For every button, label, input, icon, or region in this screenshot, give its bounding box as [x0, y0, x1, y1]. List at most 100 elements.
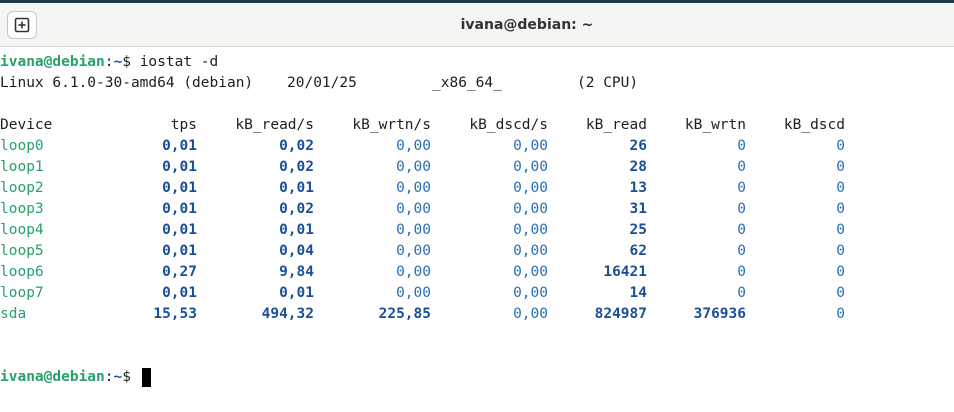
- kb-read-value: 28: [629, 159, 647, 175]
- table-row: loop0 0,01 0,02 0,00 0,00 26 0 0: [0, 136, 954, 157]
- header-kb-dscd-s: kB_dscd/s: [469, 117, 548, 133]
- kb-wrtn-value: 0: [737, 159, 746, 175]
- tps-value: 0,01: [162, 180, 197, 196]
- tps-value: 0,01: [162, 243, 197, 259]
- table-header: Device tps kB_read/s kB_wrtn/s kB_dscd/s…: [0, 115, 954, 136]
- header-kb-dscd: kB_dscd: [783, 117, 845, 133]
- device-name: loop2: [0, 180, 44, 196]
- kb-dscd-value: 0: [836, 180, 845, 196]
- kb-dscd-s-value: 0,00: [513, 180, 548, 196]
- kb-dscd-value: 0: [836, 306, 845, 322]
- header-device: Device: [0, 117, 53, 133]
- kb-read-s-value: 0,01: [279, 222, 314, 238]
- terminal-output[interactable]: ivana@debian:~$ iostat -d Linux 6.1.0-30…: [0, 52, 954, 412]
- kb-read-s-value: 494,32: [261, 306, 314, 322]
- kb-read-value: 25: [629, 222, 647, 238]
- header-kb-wrtn: kB_wrtn: [684, 117, 746, 133]
- kb-read-s-value: 0,02: [279, 138, 314, 154]
- kb-wrtn-s-value: 0,00: [396, 243, 431, 259]
- header-kb-wrtn-s: kB_wrtn/s: [352, 117, 431, 133]
- device-name: loop7: [0, 285, 44, 301]
- device-name: loop5: [0, 243, 44, 259]
- device-name: loop6: [0, 264, 44, 280]
- prompt-user: ivana@debian: [0, 54, 105, 70]
- tps-value: 15,53: [153, 306, 197, 322]
- kb-wrtn-value: 0: [737, 222, 746, 238]
- window-title: ivana@debian: ~: [460, 17, 594, 33]
- kb-dscd-s-value: 0,00: [513, 159, 548, 175]
- date-info: 20/01/25: [287, 75, 357, 91]
- prompt-line[interactable]: ivana@debian:~$: [0, 367, 151, 388]
- plus-square-icon: [14, 17, 30, 33]
- arch-info: _x86_64_: [432, 75, 502, 91]
- kb-read-s-value: 0,01: [279, 180, 314, 196]
- kb-wrtn-value: 0: [737, 180, 746, 196]
- kb-dscd-value: 0: [836, 222, 845, 238]
- header-kb-read-s: kB_read/s: [235, 117, 314, 133]
- table-row: loop3 0,01 0,02 0,00 0,00 31 0 0: [0, 199, 954, 220]
- kb-wrtn-value: 0: [737, 285, 746, 301]
- kb-wrtn-value: 0: [737, 138, 746, 154]
- tps-value: 0,01: [162, 285, 197, 301]
- kb-wrtn-s-value: 0,00: [396, 264, 431, 280]
- kb-dscd-s-value: 0,00: [513, 264, 548, 280]
- kb-dscd-s-value: 0,00: [513, 138, 548, 154]
- kb-dscd-s-value: 0,00: [513, 222, 548, 238]
- tps-value: 0,01: [162, 201, 197, 217]
- kb-wrtn-value: 0: [737, 264, 746, 280]
- device-name: sda: [0, 306, 27, 322]
- prompt-separator: :: [104, 54, 114, 70]
- prompt-symbol: $: [122, 54, 131, 70]
- kb-read-value: 13: [629, 180, 647, 196]
- text-cursor: [141, 367, 151, 387]
- kb-dscd-value: 0: [836, 159, 845, 175]
- kb-wrtn-value: 0: [737, 243, 746, 259]
- kb-read-value: 62: [629, 243, 647, 259]
- kb-dscd-s-value: 0,00: [513, 243, 548, 259]
- table-row: loop5 0,01 0,04 0,00 0,00 62 0 0: [0, 241, 954, 262]
- table-row: loop2 0,01 0,01 0,00 0,00 13 0 0: [0, 178, 954, 199]
- kb-dscd-value: 0: [836, 264, 845, 280]
- title-bar: ivana@debian: ~: [0, 3, 954, 47]
- tps-value: 0,01: [162, 159, 197, 175]
- tps-value: 0,01: [162, 222, 197, 238]
- kernel-info: Linux 6.1.0-30-amd64 (debian): [0, 75, 254, 91]
- system-info-line: Linux 6.1.0-30-amd64 (debian) 20/01/25 _…: [0, 73, 954, 94]
- kb-read-s-value: 9,84: [279, 264, 314, 280]
- new-tab-button[interactable]: [7, 11, 37, 39]
- kb-read-value: 31: [629, 201, 647, 217]
- kb-read-value: 824987: [594, 306, 647, 322]
- kb-dscd-s-value: 0,00: [513, 201, 548, 217]
- kb-read-s-value: 0,02: [279, 201, 314, 217]
- kb-wrtn-s-value: 0,00: [396, 159, 431, 175]
- kb-wrtn-value: 376936: [693, 306, 746, 322]
- command-line: ivana@debian:~$ iostat -d: [0, 52, 218, 73]
- table-row: loop7 0,01 0,01 0,00 0,00 14 0 0: [0, 283, 954, 304]
- kb-dscd-value: 0: [836, 285, 845, 301]
- table-row: loop4 0,01 0,01 0,00 0,00 25 0 0: [0, 220, 954, 241]
- kb-wrtn-s-value: 0,00: [396, 222, 431, 238]
- table-row: sda 15,53 494,32 225,85 0,00 824987 3769…: [0, 304, 954, 325]
- kb-read-s-value: 0,02: [279, 159, 314, 175]
- window-top-border: [0, 0, 954, 3]
- kb-wrtn-value: 0: [737, 201, 746, 217]
- kb-dscd-s-value: 0,00: [513, 306, 548, 322]
- prompt-path: ~: [113, 54, 123, 70]
- tps-value: 0,27: [162, 264, 197, 280]
- header-kb-read: kB_read: [585, 117, 647, 133]
- kb-read-s-value: 0,04: [279, 243, 314, 259]
- table-row: loop6 0,27 9,84 0,00 0,00 16421 0 0: [0, 262, 954, 283]
- kb-wrtn-s-value: 0,00: [396, 180, 431, 196]
- kb-wrtn-s-value: 0,00: [396, 138, 431, 154]
- device-name: loop1: [0, 159, 44, 175]
- cpu-info: (2 CPU): [577, 75, 639, 91]
- kb-read-value: 16421: [603, 264, 647, 280]
- kb-wrtn-s-value: 225,85: [378, 306, 431, 322]
- kb-wrtn-s-value: 0,00: [396, 285, 431, 301]
- prompt-symbol: $: [122, 369, 131, 385]
- kb-read-s-value: 0,01: [279, 285, 314, 301]
- tps-value: 0,01: [162, 138, 197, 154]
- kb-dscd-s-value: 0,00: [513, 285, 548, 301]
- device-name: loop0: [0, 138, 44, 154]
- kb-wrtn-s-value: 0,00: [396, 201, 431, 217]
